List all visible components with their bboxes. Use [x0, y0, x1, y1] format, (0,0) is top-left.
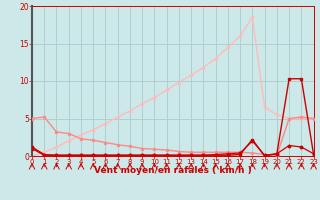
X-axis label: Vent moyen/en rafales ( km/h ): Vent moyen/en rafales ( km/h ) — [94, 166, 252, 175]
